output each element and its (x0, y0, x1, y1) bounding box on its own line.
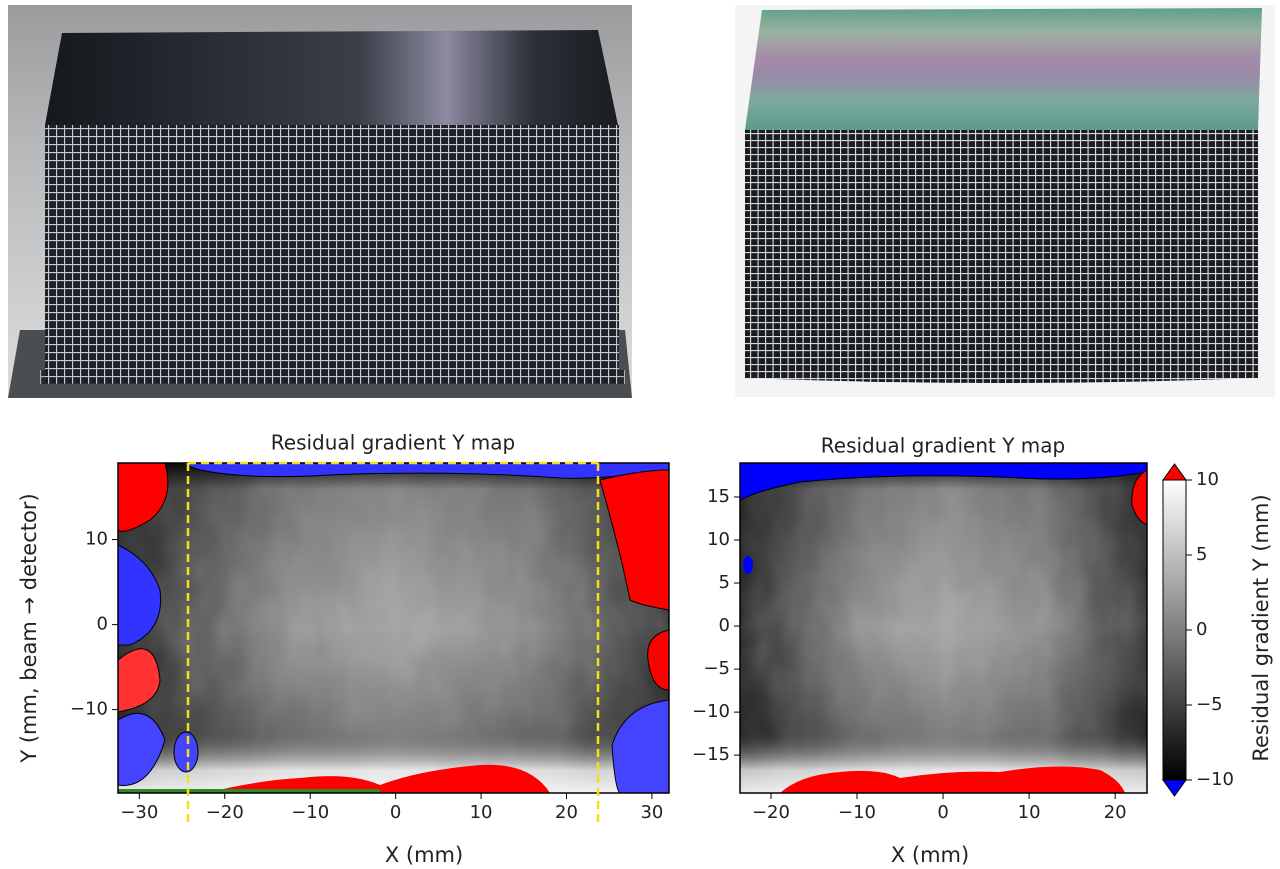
x-tick-label: 0 (937, 802, 948, 823)
y-tick-label: −10 (692, 701, 730, 722)
x-tick-label: 20 (1104, 802, 1127, 823)
x-axis-label: X (mm) (891, 843, 969, 867)
colorbar-gradient (1162, 479, 1187, 781)
x-tick-label: −10 (291, 802, 329, 823)
x-tick-label: 10 (1018, 802, 1041, 823)
colorbar-over (1162, 463, 1187, 481)
y-tick-label: −15 (692, 744, 730, 765)
y-tick-label: 15 (707, 486, 730, 507)
photo-right (735, 5, 1275, 397)
colorbar: Residual gradient Y (mm) −10 −5 0 5 10 (1162, 463, 1273, 797)
colorbar-label: Residual gradient Y (mm) (1249, 494, 1273, 761)
x-tick-label: −30 (120, 802, 158, 823)
heatmap-1: Residual gradient Y map X (mm) Y (mm, be… (17, 431, 670, 867)
colorbar-under (1162, 779, 1187, 797)
x-tick-label: 20 (555, 802, 578, 823)
y-tick-label: 0 (719, 615, 730, 636)
chart-title: Residual gradient Y map (271, 431, 515, 455)
x-tick-label: 30 (640, 802, 663, 823)
y-tick-label: −5 (703, 658, 730, 679)
colorbar-tick-label: −5 (1196, 694, 1223, 715)
photo-left (8, 5, 632, 398)
y-tick-label: −10 (70, 699, 108, 720)
x-tick-label: −20 (752, 802, 790, 823)
heatmap-image (117, 462, 670, 794)
heatmap-2: Residual gradient Y map X (mm) Residual … (692, 434, 1273, 868)
y-tick-label: 10 (707, 529, 730, 550)
chart-title: Residual gradient Y map (821, 434, 1065, 458)
x-tick-label: 0 (390, 802, 401, 823)
x-tick-label: 10 (470, 802, 493, 823)
y-tick-label: 5 (719, 572, 730, 593)
highlight-box (186, 461, 600, 825)
colorbar-tick-label: −10 (1196, 769, 1234, 790)
colorbar-tick-label: 0 (1196, 619, 1207, 640)
x-axis-label: X (mm) (385, 843, 463, 867)
y-axis-label: Y (mm, beam → detector) (17, 493, 41, 763)
y-tick-label: 10 (85, 529, 108, 550)
colorbar-tick-label: 5 (1196, 544, 1207, 565)
heatmap-image (739, 462, 1148, 793)
colorbar-tick-label: 10 (1196, 469, 1219, 490)
x-tick-label: −10 (838, 802, 876, 823)
axes-frame (117, 462, 670, 794)
x-tick-label: −20 (206, 802, 244, 823)
y-tick-label: 0 (97, 614, 108, 635)
